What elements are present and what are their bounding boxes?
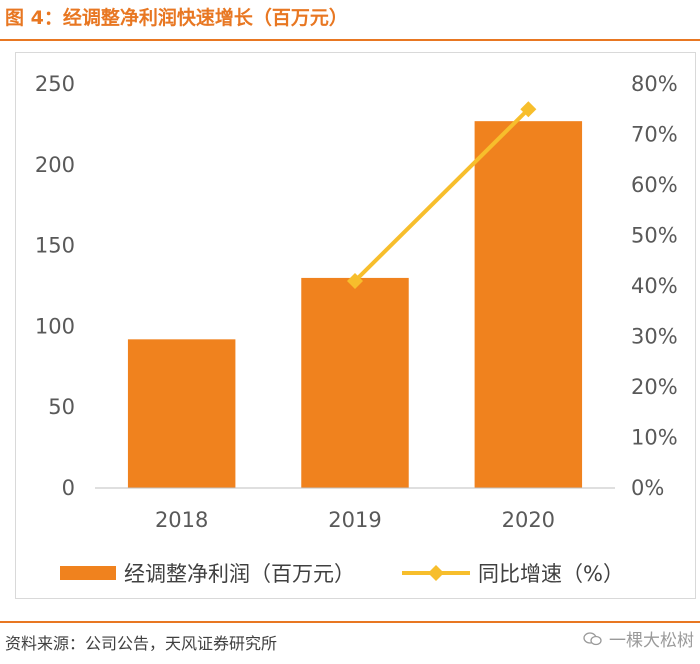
y2-tick-label: 30%	[631, 325, 678, 349]
watermark-text: 一棵大松树	[609, 631, 694, 651]
wechat-icon	[583, 631, 602, 645]
legend-bar-label: 经调整净利润（百万元）	[124, 562, 355, 586]
growth-line	[353, 107, 530, 283]
y-tick-label: 200	[35, 153, 75, 177]
y2-tick-label: 80%	[631, 72, 678, 96]
y2-tick-label: 40%	[631, 274, 678, 298]
figure-title: 图 4：经调整净利润快速增长（百万元）	[5, 7, 348, 29]
left-y-axis: 0 50 100 150 200 250	[35, 72, 75, 500]
y2-tick-label: 10%	[631, 426, 678, 450]
y2-tick-label: 20%	[631, 375, 678, 399]
y-tick-label: 50	[48, 395, 75, 419]
source-rule	[0, 621, 700, 623]
x-axis-labels: 2018 2019 2020	[155, 508, 555, 532]
bar-2018	[127, 339, 236, 488]
legend-diamond-marker	[428, 565, 444, 581]
chart-frame	[15, 52, 696, 599]
bar-2019	[301, 277, 409, 488]
watermark: 一棵大松树	[583, 626, 694, 651]
x-tick-label: 2020	[502, 508, 555, 532]
source-note: 资料来源：公司公告，天风证券研究所	[5, 634, 278, 653]
growth-point-2020	[520, 101, 537, 118]
legend: 经调整净利润（百万元） 同比增速（%）	[60, 562, 624, 586]
bar-series	[127, 121, 583, 488]
legend-line-label: 同比增速（%）	[478, 562, 624, 586]
title-rule	[0, 39, 700, 41]
bar-2020	[474, 121, 583, 488]
y2-tick-label: 60%	[631, 173, 678, 197]
y2-tick-label: 0%	[631, 476, 664, 500]
x-tick-label: 2019	[328, 508, 381, 532]
y-tick-label: 250	[35, 72, 75, 96]
y-tick-label: 150	[35, 234, 75, 258]
combo-chart: 0 50 100 150 200 250 0% 10% 20% 30% 40% 50% 60% 70% 8…	[35, 72, 678, 586]
y2-tick-label: 70%	[631, 123, 678, 147]
right-y-axis: 0% 10% 20% 30% 40% 50% 60% 70% 80%	[631, 72, 678, 500]
legend-bar-swatch	[60, 566, 116, 580]
y-tick-label: 100	[35, 314, 75, 338]
growth-line-series	[347, 101, 537, 289]
growth-point-2019	[347, 272, 363, 289]
y-tick-label: 0	[62, 476, 75, 500]
x-tick-label: 2018	[155, 508, 208, 532]
y2-tick-label: 50%	[631, 224, 678, 248]
